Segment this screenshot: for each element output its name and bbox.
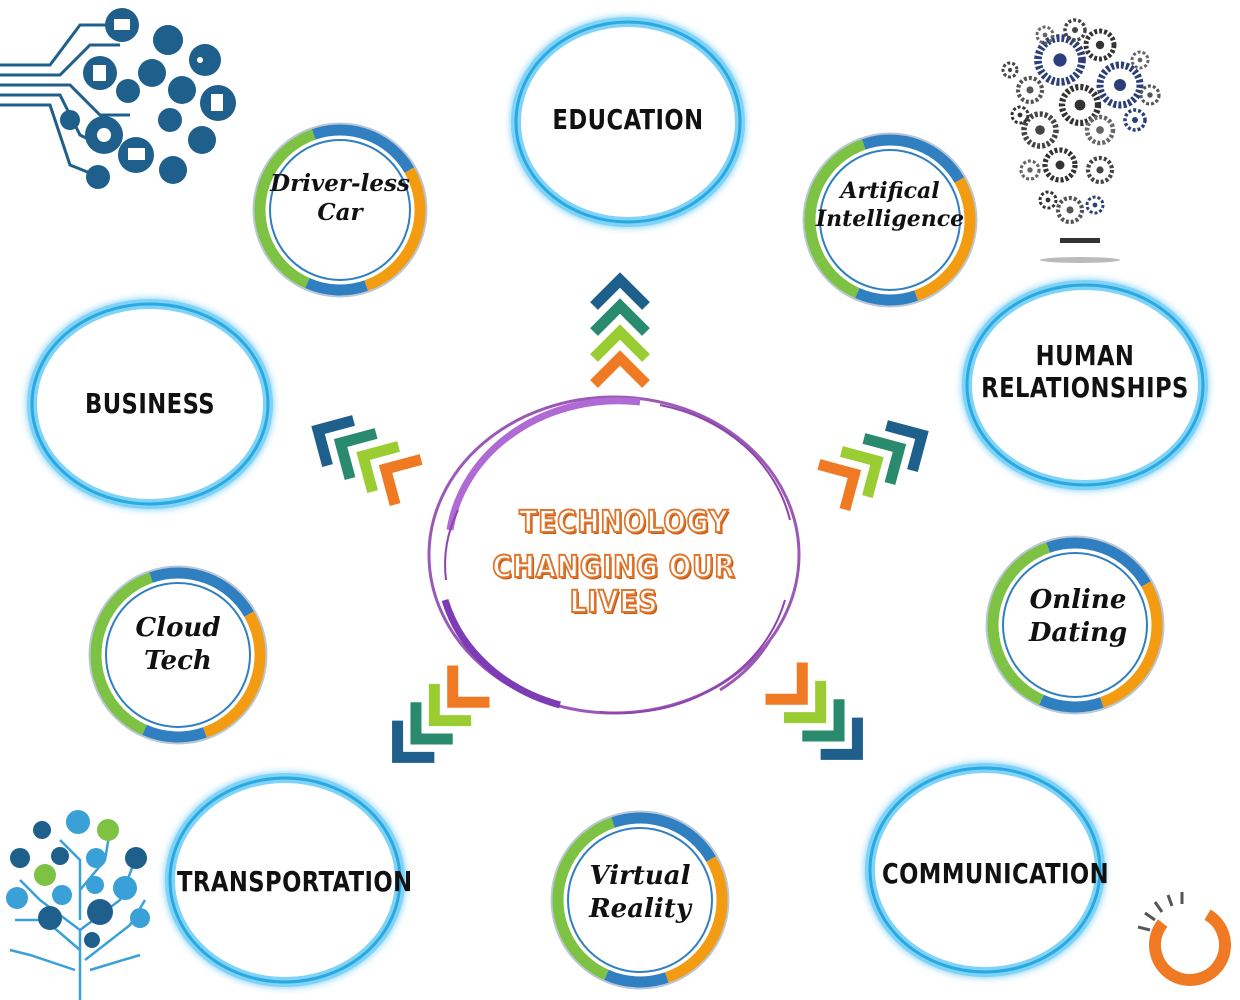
tech-tree-icon xyxy=(6,810,150,1000)
subtopic-ring-cloud-tech xyxy=(88,565,268,745)
topic-ring-business xyxy=(27,299,273,509)
chevron-arrow xyxy=(378,454,423,506)
chevron-arrow xyxy=(590,298,650,336)
business-label: BUSINESS xyxy=(84,387,216,420)
arrows-up-right xyxy=(817,420,929,511)
online-dating-label: Online Dating xyxy=(988,584,1168,649)
center-title-line1: TECHNOLOGY xyxy=(518,504,729,541)
dating-line2: Dating xyxy=(1028,617,1128,648)
virtual-reality-label: Virtual Reality xyxy=(550,860,730,925)
chevron-arrow xyxy=(590,324,650,362)
chevron-arrow xyxy=(783,680,827,724)
subtopic-ring-driverless-car xyxy=(252,122,428,298)
driverless-line2: Car xyxy=(317,198,363,226)
circuit-tech-icon xyxy=(0,8,236,189)
orange-ring-logo-icon xyxy=(1137,892,1231,986)
cloud-tech-label: Cloud Tech xyxy=(88,612,268,677)
chevron-arrow xyxy=(839,446,884,498)
chevron-arrow xyxy=(590,272,650,310)
chevron-arrow xyxy=(820,717,863,760)
human-relationships-label: HUMAN RELATIONSHIPS xyxy=(977,339,1193,405)
topic-ring-communication xyxy=(865,763,1105,977)
transportation-label: TRANSPORTATION xyxy=(177,865,413,898)
subtopic-ring-online-dating xyxy=(985,535,1165,715)
chevron-arrow xyxy=(765,662,808,705)
vr-line2: Reality xyxy=(589,893,691,924)
chevron-arrow xyxy=(590,350,650,388)
chevron-arrow xyxy=(333,428,378,480)
ai-line1: Artifical xyxy=(840,178,940,204)
topic-ring-human-relationships xyxy=(962,280,1208,490)
chevron-arrow xyxy=(817,459,862,511)
chevron-arrow xyxy=(885,420,929,472)
communication-label: COMMUNICATION xyxy=(882,857,1110,890)
human-label-line1: HUMAN xyxy=(1035,339,1135,372)
center-title-line2: CHANGING OUR LIVES xyxy=(492,549,736,621)
driverless-line1: Driver-less xyxy=(270,170,410,197)
arrows-up xyxy=(590,272,650,388)
vr-line1: Virtual xyxy=(589,861,691,891)
chevron-arrow xyxy=(311,415,355,467)
gear-lightbulb-icon xyxy=(1001,18,1161,263)
topic-ring-transportation xyxy=(165,773,405,987)
cloud-line1: Cloud xyxy=(135,613,221,643)
chevron-arrow xyxy=(392,720,435,763)
cloud-line2: Tech xyxy=(144,645,212,676)
subtopic-rings xyxy=(88,122,1165,990)
chevron-arrow xyxy=(410,702,453,745)
topic-ring-education xyxy=(511,17,745,227)
chevron-arrow xyxy=(802,699,845,742)
education-label: EDUCATION xyxy=(552,103,704,136)
ai-line2: Intelligence xyxy=(815,205,965,232)
arrows-up-left xyxy=(311,415,423,506)
chevron-arrow xyxy=(447,665,490,708)
human-label-line2: RELATIONSHIPS xyxy=(981,371,1189,405)
chevron-arrow xyxy=(356,441,401,493)
chevron-arrow xyxy=(862,433,907,485)
arrows-down-left xyxy=(392,665,490,763)
arrows-down-right xyxy=(765,662,863,760)
driverless-car-label: Driver-less Car xyxy=(250,170,430,228)
dating-line1: Online xyxy=(1029,585,1127,615)
center-ring xyxy=(427,395,801,715)
subtopic-ring-virtual-reality xyxy=(550,810,730,990)
ai-label: Artifical Intelligence xyxy=(800,178,980,233)
chevron-arrow xyxy=(428,683,472,727)
chevron-arrows xyxy=(311,272,929,763)
subtopic-ring-ai xyxy=(802,132,978,308)
